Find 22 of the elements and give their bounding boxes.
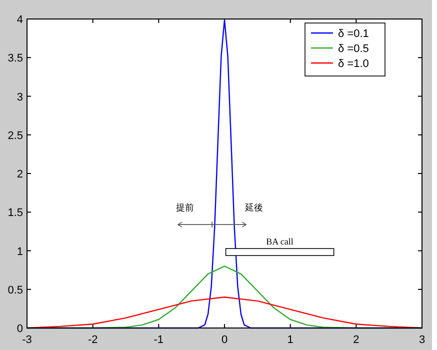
legend-label: δ =0.5 — [338, 43, 369, 55]
annotation: BA call — [266, 236, 294, 247]
y-tick-label: 3 — [16, 91, 23, 104]
y-tick-label: 1 — [16, 246, 23, 258]
annotation: 延後 — [244, 202, 264, 213]
x-tick-label: 3 — [418, 334, 426, 346]
x-tick-label: 0 — [221, 334, 228, 346]
y-tick-label: 0 — [16, 323, 23, 335]
x-tick-label: -2 — [88, 334, 98, 346]
x-tick-label: -3 — [22, 334, 32, 346]
y-tick-label: 3.5 — [8, 52, 23, 65]
x-tick-label: 2 — [353, 334, 360, 346]
y-tick-label: 1.5 — [8, 207, 23, 220]
x-tick-label: -1 — [154, 334, 164, 346]
y-tick-label: 2.5 — [8, 130, 23, 142]
x-tick-label: 1 — [287, 334, 294, 346]
annotation: 提前 — [176, 202, 194, 213]
y-tick-label: 4 — [16, 14, 23, 26]
legend-label: δ =1.0 — [338, 58, 369, 70]
y-tick-label: 0.5 — [8, 284, 23, 296]
y-tick-label: 2 — [16, 168, 23, 180]
legend-label: δ =0.1 — [338, 28, 369, 40]
